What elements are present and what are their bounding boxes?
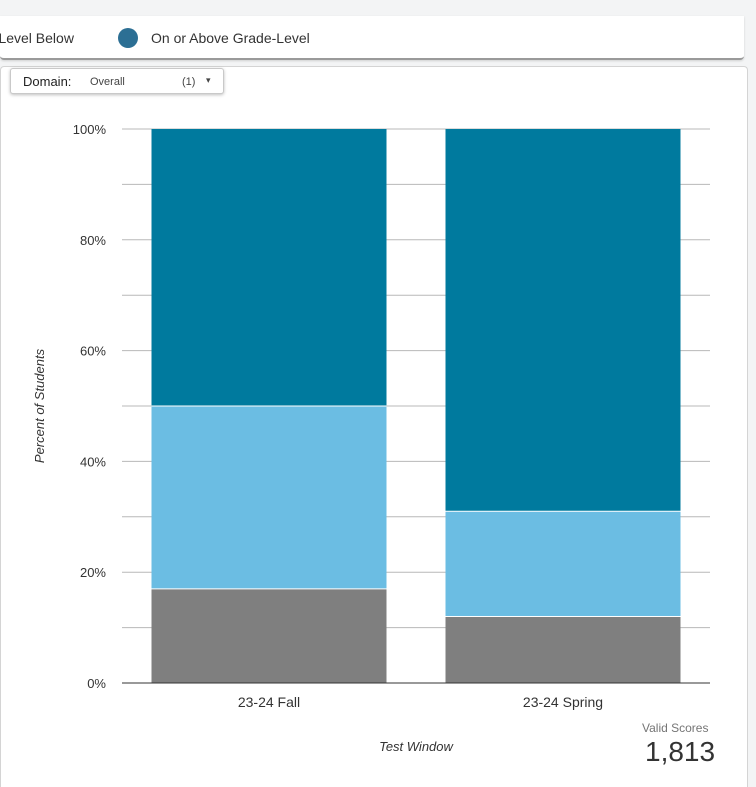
y-tick-label: 60% — [80, 344, 106, 359]
y-tick-label: 80% — [80, 233, 106, 248]
bar-segment — [151, 406, 387, 589]
bar-segment — [445, 129, 681, 512]
y-tick-label: 100% — [73, 122, 107, 137]
y-tick-label: 20% — [80, 565, 106, 580]
y-axis-title: Percent of Students — [32, 348, 47, 463]
y-tick-label: 40% — [80, 454, 106, 469]
y-tick-label: 0% — [87, 676, 106, 691]
bar-segment — [151, 129, 387, 406]
domain-filter-count: (1) — [182, 76, 196, 88]
x-tick-label: 23-24 Spring — [523, 694, 603, 710]
legend-item-below-label: e-Level Below — [0, 30, 74, 46]
chevron-down-icon: ▾ — [206, 75, 211, 85]
legend-swatch-on-or-above — [118, 28, 138, 48]
valid-scores-value: 1,813 — [645, 736, 716, 767]
legend-bar: e-Level Below On or Above Grade-Level — [0, 16, 744, 60]
bar-segment — [445, 511, 681, 617]
x-axis-title: Test Window — [379, 739, 454, 754]
domain-filter-value: Overall — [90, 76, 125, 88]
bar-segment — [445, 616, 681, 683]
bar-segment — [151, 588, 387, 683]
domain-filter-dropdown[interactable]: Domain: Overall (1) ▾ — [10, 68, 224, 94]
legend-item-on-or-above-label: On or Above Grade-Level — [151, 30, 310, 46]
domain-filter-label: Domain: — [23, 74, 72, 89]
valid-scores-label: Valid Scores — [642, 721, 709, 735]
x-tick-label: 23-24 Fall — [238, 694, 300, 710]
